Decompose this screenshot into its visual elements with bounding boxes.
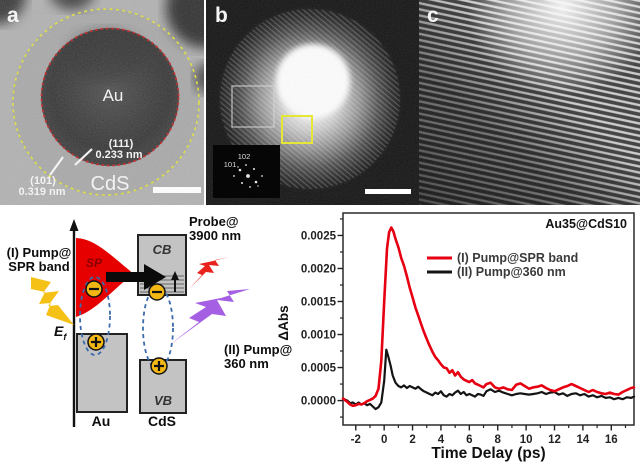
electron-transfer-arrow <box>106 264 166 290</box>
y-tick-label: 0.0000 <box>301 396 336 408</box>
electron-icon <box>148 283 166 301</box>
panel-c-label: c <box>427 4 439 27</box>
fft-label-101: 101 <box>224 160 237 169</box>
probe-bolt-icon <box>189 257 229 289</box>
legend-label: (II) Pump@360 nm <box>457 265 566 279</box>
fft-inset <box>213 145 280 198</box>
x-tick-label: 2 <box>409 434 415 446</box>
hole-icon <box>87 333 105 351</box>
sp-label: SP <box>86 256 103 270</box>
x-tick-label: -2 <box>351 434 361 446</box>
y-tick-label: 0.0010 <box>301 330 336 342</box>
panel-c-lattice-image: c <box>419 0 640 205</box>
shell-outline-dashed-yellow <box>12 8 200 196</box>
panel-b-haadf-image: 102 101 b <box>206 0 419 205</box>
spacing-319-text: 0.319 nm <box>18 186 65 198</box>
au-core-text: Au <box>103 86 124 105</box>
x-tick-label: 4 <box>438 434 445 446</box>
y-axis-label: ΔAbs <box>276 305 291 340</box>
cds-label: CdS <box>148 413 176 429</box>
x-tick-label: 12 <box>548 434 561 446</box>
surface-plasmon-shape <box>76 238 132 317</box>
panel-a-tem-image: a Au (111) 0.233 nm (101) 0.319 nm CdS <box>0 0 204 205</box>
y-tick-label: 0.0015 <box>301 296 337 308</box>
vb-label: VB <box>154 393 172 408</box>
series-line <box>341 226 636 408</box>
lattice-marker-111 <box>74 148 93 166</box>
core-outline-dashed-red <box>40 27 180 167</box>
exciton-ellipse-au <box>79 276 111 356</box>
scale-bar <box>365 189 411 194</box>
plane-101-text: (101) <box>30 175 56 187</box>
hole-icon <box>150 357 168 375</box>
chart-title: Au35@CdS10 <box>545 217 627 231</box>
x-tick-label: 14 <box>576 434 589 446</box>
energy-diagram: SP CB VB Au CdS <box>31 219 250 429</box>
pump1-bolt-icon <box>31 277 74 325</box>
fermi-level-label: Ef <box>54 323 67 342</box>
selection-box-white <box>231 85 275 128</box>
electron-icon <box>85 280 103 298</box>
y-tick-label: 0.0005 <box>301 363 337 375</box>
y-tick-label: 0.0025 <box>301 230 337 242</box>
y-tick-label: 0.0020 <box>301 263 336 275</box>
tem-noise-texture <box>419 0 640 205</box>
legend-label: (I) Pump@SPR band <box>457 251 578 265</box>
x-tick-label: 8 <box>495 434 502 446</box>
transient-absorption-chart: -2 0 2 4 6 8 10 12 14 16 0.0000 0.0005 0.0010 0.0015 0… <box>276 212 636 462</box>
energy-axis-arrowhead <box>69 219 79 231</box>
panel-a-label: a <box>7 4 19 27</box>
plane-111-text: (111) <box>109 138 134 150</box>
x-tick-label: 16 <box>605 434 618 446</box>
pump2-bolt-icon <box>168 289 250 346</box>
plot-frame <box>342 212 635 426</box>
series-line <box>341 348 636 411</box>
au-label: Au <box>92 413 111 429</box>
cb-relaxation-arrowhead <box>171 271 179 280</box>
pump2-label: (II) Pump@ 360 nm <box>224 342 293 371</box>
panel-b-label: b <box>215 4 228 27</box>
fft-spots <box>233 164 263 188</box>
probe-label: Probe@ 3900 nm <box>189 214 242 243</box>
x-axis-label: Time Delay (ps) <box>431 445 545 462</box>
cds-shell-text: CdS <box>91 173 130 195</box>
pump1-label: (I) Pump@ SPR band <box>6 245 72 274</box>
cb-label: CB <box>153 242 172 257</box>
scale-bar <box>153 187 201 193</box>
spacing-233-text: 0.233 nm <box>95 149 142 161</box>
lattice-marker-101 <box>49 156 64 176</box>
fft-label-102: 102 <box>238 152 251 161</box>
x-tick-label: 6 <box>466 434 472 446</box>
x-tick-label: 10 <box>520 434 533 446</box>
selection-box-yellow <box>281 115 313 144</box>
x-tick-label: 0 <box>381 434 387 446</box>
